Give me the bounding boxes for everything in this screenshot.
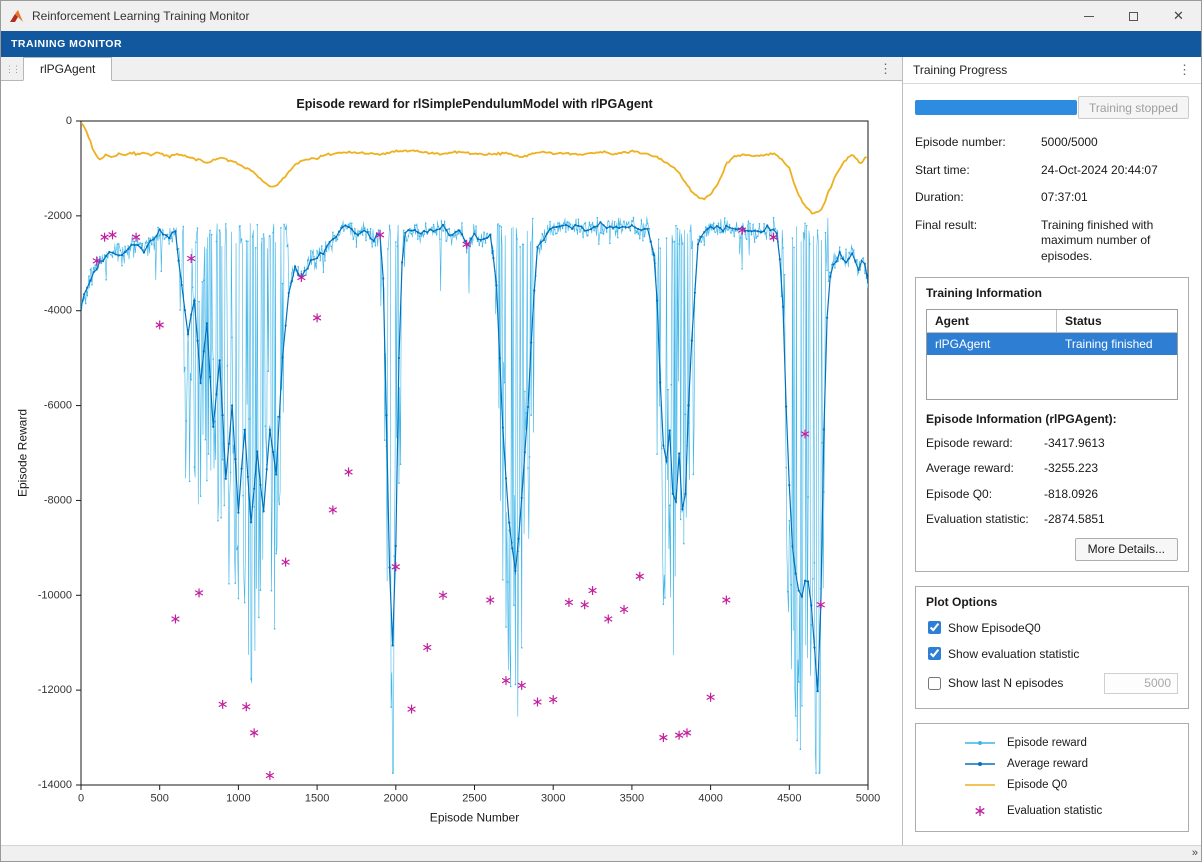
title-bar: Reinforcement Learning Training Monitor … (1, 1, 1201, 31)
column-header-status: Status (1065, 313, 1102, 328)
show-last-n-episodes-checkbox[interactable] (928, 676, 941, 690)
info-row: Episode Q0: -818.0926 (926, 487, 1178, 503)
minimize-button[interactable] (1066, 1, 1111, 31)
legend-label: Episode Q0 (1007, 778, 1068, 791)
info-label: Episode reward: (926, 435, 1013, 450)
legend-label: Average reward (1007, 757, 1088, 770)
info-value: -3255.223 (1044, 461, 1099, 476)
maximize-button[interactable] (1111, 1, 1156, 31)
info-value: Training finished with maximum number of… (1041, 217, 1154, 263)
info-row: Evaluation statistic: -2874.5851 (926, 512, 1178, 528)
maximize-icon (1129, 11, 1138, 21)
option-show-episodeq0[interactable]: Show EpisodeQ0 (928, 621, 1178, 635)
plot-options-title: Plot Options (926, 594, 998, 609)
episode-info-title: Episode Information (rlPGAgent): (926, 411, 1117, 426)
legend-item: Evaluation statistic (963, 805, 1141, 817)
agent-table-header: Agent Status (927, 309, 1177, 333)
n-episodes-input[interactable] (1104, 672, 1178, 694)
option-label: Show evaluation statistic (948, 646, 1080, 661)
info-value: 07:37:01 (1041, 190, 1088, 205)
agent-table: Agent Status rlPGAgent Training finished (926, 308, 1178, 400)
show-evaluation-statistic-checkbox[interactable] (928, 647, 941, 661)
training-stopped-button[interactable]: Training stopped (1078, 96, 1189, 119)
info-row: Final result: Training finished with maxi… (915, 218, 1189, 265)
progress-row: Training stopped (915, 96, 1189, 119)
info-label: Evaluation statistic: (926, 512, 1029, 527)
tab-overflow-menu-icon[interactable]: ⋮ (879, 61, 892, 76)
tab-strip: ⋮⋮ rlPGAgent ⋮ (1, 57, 902, 81)
agent-cell: rlPGAgent (935, 336, 991, 351)
window-controls: ✕ (1066, 1, 1201, 31)
panel-header: Training Progress ⋮ (903, 57, 1201, 84)
option-label: Show last N episodes (948, 676, 1064, 691)
info-row: Average reward: -3255.223 (926, 461, 1178, 477)
progress-fields: Episode number: 5000/5000 Start time: 24-Oc… (915, 135, 1189, 265)
tab-rlpgagent[interactable]: rlPGAgent (23, 57, 113, 81)
column-header-agent: Agent (927, 309, 1057, 332)
option-show-last-n-episodes[interactable]: Show last N episodes (928, 672, 1178, 694)
option-show-evaluation-statistic[interactable]: Show evaluation statistic (928, 647, 1178, 661)
info-value: 5000/5000 (1041, 135, 1098, 149)
more-details-button[interactable]: More Details... (1074, 537, 1178, 561)
star-marker-icon (975, 805, 985, 816)
panel-overflow-menu-icon[interactable]: ⋮ (1178, 62, 1191, 77)
info-label: Final result: (915, 217, 978, 232)
legend-item: Episode Q0 (963, 779, 1141, 791)
legend-item: Episode reward (963, 737, 1141, 749)
training-information-group: Training Information Agent Status rlPGAg… (915, 276, 1189, 572)
minimize-icon (1083, 15, 1094, 17)
ribbon-bar: TRAINING MONITOR (1, 31, 1201, 57)
info-value: 24-Oct-2024 20:44:07 (1041, 162, 1158, 177)
legend-box: Episode reward Average reward Episode Q0 Ev… (915, 722, 1189, 832)
legend-label: Evaluation statistic (1007, 804, 1103, 817)
legend-label: Episode reward (1007, 736, 1087, 749)
status-bar: » (1, 845, 1201, 861)
info-label: Duration: (915, 190, 964, 205)
info-value: -3417.9613 (1044, 435, 1105, 450)
grip-icon[interactable]: ⋮⋮ (5, 64, 21, 74)
more-details-row: More Details... (926, 537, 1178, 561)
info-label: Start time: (915, 162, 970, 177)
training-progress-panel: Training Progress ⋮ Training stopped Epi… (903, 57, 1201, 845)
training-chart (1, 81, 902, 846)
agent-table-body: rlPGAgent Training finished (927, 332, 1177, 399)
training-information-title: Training Information (926, 285, 1042, 300)
info-row: Duration: 07:37:01 (915, 190, 1189, 206)
matlab-logo-icon (10, 9, 23, 22)
info-row: Episode number: 5000/5000 (915, 135, 1189, 151)
show-episodeq0-checkbox[interactable] (928, 621, 941, 635)
training-progress-bar (915, 100, 1077, 115)
option-label: Show EpisodeQ0 (948, 620, 1041, 635)
ribbon-tab-training-monitor[interactable]: TRAINING MONITOR (11, 38, 123, 50)
tab-label: rlPGAgent (40, 62, 96, 76)
info-label: Episode Q0: (926, 486, 993, 501)
info-value: -818.0926 (1044, 486, 1099, 501)
progress-fill (915, 100, 1077, 115)
info-label: Episode number: (915, 135, 1006, 149)
line-dot-marker-icon (965, 740, 995, 745)
close-icon: ✕ (1173, 8, 1184, 23)
legend-item: Average reward (963, 758, 1141, 770)
panel-title: Training Progress (913, 63, 1008, 77)
close-button[interactable]: ✕ (1156, 1, 1201, 31)
info-label: Average reward: (926, 461, 1014, 476)
plot-options-group: Plot Options Show EpisodeQ0 Show evaluat… (915, 585, 1189, 709)
expand-panel-icon[interactable]: » (1191, 847, 1198, 859)
agent-table-row[interactable]: rlPGAgent Training finished (927, 332, 1177, 355)
main-content: ⋮⋮ rlPGAgent ⋮ Training Progress ⋮ Train… (1, 57, 1201, 846)
panel-body: Training stopped Episode number: 5000/500… (903, 84, 1201, 845)
line-marker-icon (965, 784, 995, 786)
line-dot-marker-icon (965, 761, 995, 766)
episode-info-fields: Episode reward: -3417.9613 Average reward:… (926, 436, 1178, 528)
document-area: ⋮⋮ rlPGAgent ⋮ (1, 57, 903, 846)
info-row: Episode reward: -3417.9613 (926, 436, 1178, 452)
info-row: Start time: 24-Oct-2024 20:44:07 (915, 163, 1189, 179)
window-title: Reinforcement Learning Training Monitor (32, 9, 250, 23)
info-value: -2874.5851 (1044, 512, 1105, 527)
status-cell: Training finished (1065, 336, 1153, 351)
